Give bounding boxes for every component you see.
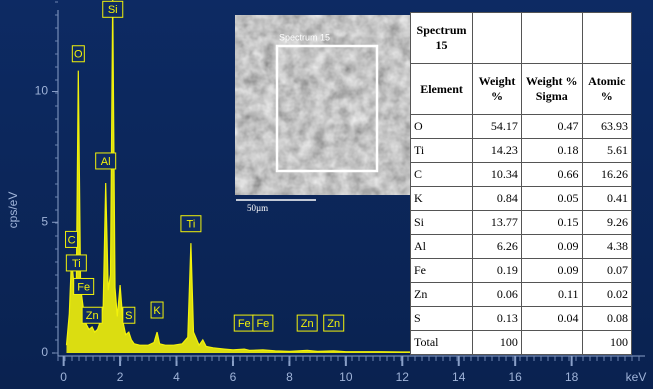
peak-label: Fe <box>77 281 90 293</box>
peak-label: Si <box>108 4 118 16</box>
table-cell: 0.06 <box>473 283 522 307</box>
peak-label: S <box>125 310 132 322</box>
table-cell: 0.04 <box>521 307 582 331</box>
peak-label: Ti <box>187 219 196 231</box>
table-cell: Atomic % <box>582 64 631 115</box>
table-cell: 100 <box>473 331 522 355</box>
x-tick-label: 14 <box>452 370 466 384</box>
table-cell: Fe <box>411 259 473 283</box>
x-tick-label: 4 <box>173 370 180 384</box>
x-tick-label: 16 <box>509 370 523 384</box>
peak-label: Al <box>101 156 111 168</box>
table-cell: 0.09 <box>521 259 582 283</box>
table-cell: 16.26 <box>582 163 631 187</box>
table-cell: 0.15 <box>521 211 582 235</box>
x-tick-label: 18 <box>565 370 579 384</box>
x-tick-label: 0 <box>60 370 67 384</box>
peak-label: Fe <box>238 318 251 330</box>
table-cell: 5.61 <box>582 139 631 163</box>
y-tick-label: 10 <box>35 84 49 98</box>
x-tick-label: 2 <box>117 370 124 384</box>
table-cell: 0.19 <box>473 259 522 283</box>
table-cell: 0.18 <box>521 139 582 163</box>
table-cell: Ti <box>411 139 473 163</box>
peak-label: O <box>74 49 83 61</box>
table-cell: 100 <box>582 331 631 355</box>
table-cell: 0.07 <box>582 259 631 283</box>
peak-label: K <box>153 305 161 317</box>
table-cell: Total <box>411 331 473 355</box>
table-cell: Zn <box>411 283 473 307</box>
table-cell: Al <box>411 235 473 259</box>
table-cell: Weight % Sigma <box>521 64 582 115</box>
table-cell: 0.05 <box>521 187 582 211</box>
spectrum-label: Spectrum 15 <box>279 32 330 42</box>
table-cell: 0.02 <box>582 283 631 307</box>
table-cell <box>521 331 582 355</box>
screen: cps/eV keV Spectrum 15 50µm 051002468101… <box>0 0 653 389</box>
table-cell: 10.34 <box>473 163 522 187</box>
peak-label: Zn <box>301 318 314 330</box>
table-cell: 0.13 <box>473 307 522 331</box>
peak-label: Ti <box>72 258 81 270</box>
table-cell: 14.23 <box>473 139 522 163</box>
table-cell: 0.66 <box>521 163 582 187</box>
x-unit: keV <box>626 370 647 384</box>
peak-label: Zn <box>327 318 340 330</box>
peak-label: Fe <box>256 318 269 330</box>
table-cell: 13.77 <box>473 211 522 235</box>
table-cell <box>582 13 631 64</box>
table-cell: O <box>411 115 473 139</box>
table-cell: 0.84 <box>473 187 522 211</box>
table-cell <box>521 13 582 64</box>
table-cell: 0.08 <box>582 307 631 331</box>
table-row: Spectrum 15 <box>411 13 632 64</box>
x-tick-label: 10 <box>339 370 353 384</box>
sem-image: Spectrum 15 50µm <box>235 15 410 213</box>
table-cell: Element <box>411 64 473 115</box>
table-cell: S <box>411 307 473 331</box>
table-cell: Si <box>411 211 473 235</box>
table-cell: 6.26 <box>473 235 522 259</box>
y-tick-label: 0 <box>41 345 48 359</box>
scale-bar-label: 50µm <box>247 203 268 213</box>
peak-label: Zn <box>86 310 99 322</box>
table-cell: 0.47 <box>521 115 582 139</box>
table-cell: C <box>411 163 473 187</box>
y-tick-label: 5 <box>41 214 48 228</box>
table-cell: Weight % <box>473 64 522 115</box>
table-cell: 0.09 <box>521 235 582 259</box>
table-cell: 0.11 <box>521 283 582 307</box>
table-cell: 9.26 <box>582 211 631 235</box>
x-tick-label: 12 <box>396 370 410 384</box>
x-tick-label: 8 <box>286 370 293 384</box>
table-cell: Spectrum 15 <box>411 13 473 64</box>
table-cell: 4.38 <box>582 235 631 259</box>
table-cell: 0.41 <box>582 187 631 211</box>
table-cell: 54.17 <box>473 115 522 139</box>
table-cell: 63.93 <box>582 115 631 139</box>
y-axis-label: cps/eV <box>6 192 20 229</box>
table-cell <box>473 13 522 64</box>
peak-label: C <box>68 234 76 246</box>
table-row: O54.170.4763.93 <box>411 115 632 139</box>
table-cell: K <box>411 187 473 211</box>
x-tick-label: 6 <box>230 370 237 384</box>
